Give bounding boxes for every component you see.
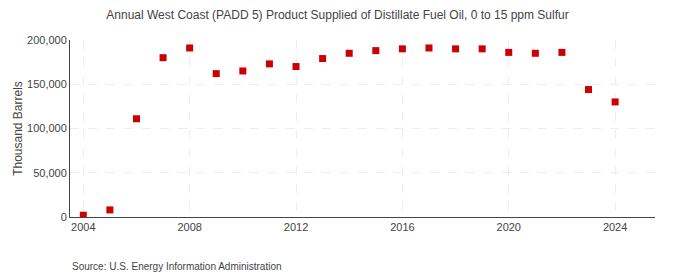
svg-text:0: 0 <box>61 211 67 223</box>
svg-text:200,000: 200,000 <box>27 34 67 46</box>
svg-text:Annual West Coast (PADD 5) Pro: Annual West Coast (PADD 5) Product Suppl… <box>106 8 568 22</box>
svg-text:100,000: 100,000 <box>27 122 67 134</box>
svg-text:2020: 2020 <box>497 221 521 233</box>
svg-text:2016: 2016 <box>390 221 414 233</box>
svg-text:50,000: 50,000 <box>33 167 67 179</box>
svg-text:Thousand Barrels: Thousand Barrels <box>11 81 25 176</box>
svg-text:2012: 2012 <box>284 221 308 233</box>
svg-text:2004: 2004 <box>71 221 95 233</box>
svg-text:Source: U.S. Energy Informatio: Source: U.S. Energy Information Administ… <box>72 261 282 272</box>
svg-text:2024: 2024 <box>603 221 627 233</box>
svg-text:2008: 2008 <box>177 221 201 233</box>
svg-text:150,000: 150,000 <box>27 78 67 90</box>
